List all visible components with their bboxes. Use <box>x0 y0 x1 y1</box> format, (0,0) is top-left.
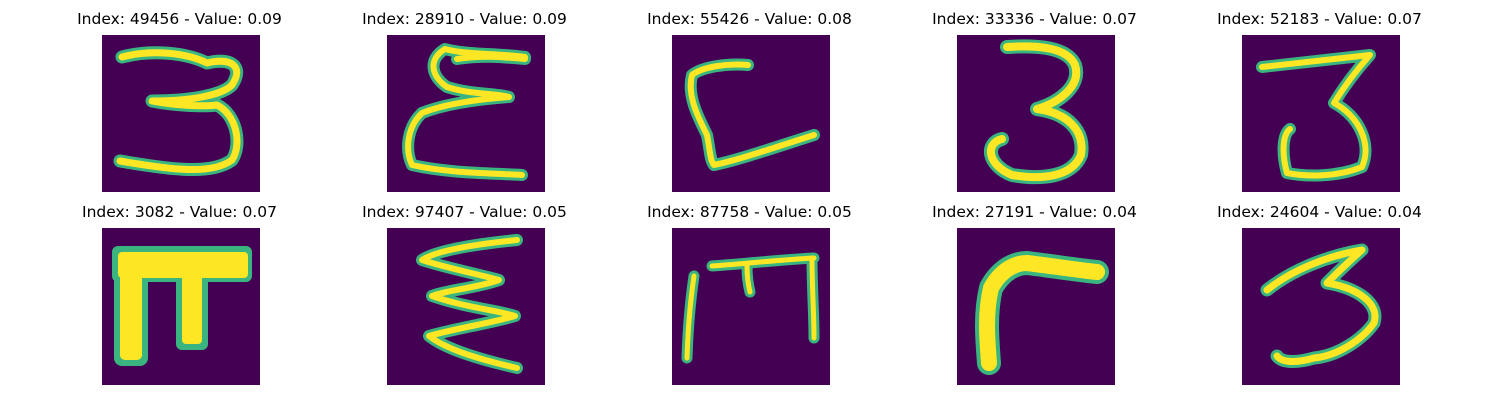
digit-image <box>387 35 545 192</box>
panel-title: Index: 33336 - Value: 0.07 <box>932 10 1137 28</box>
digit-image <box>102 35 260 192</box>
digit-image <box>957 35 1115 192</box>
panel-7: Index: 97407 - Value: 0.05 <box>322 193 607 385</box>
panel-title: Index: 55426 - Value: 0.08 <box>647 10 852 28</box>
digit-image <box>1242 35 1400 192</box>
digit-image <box>1242 228 1400 385</box>
panel-3: Index: 55426 - Value: 0.08 <box>607 0 892 192</box>
digit-image <box>387 228 545 385</box>
panel-title: Index: 49456 - Value: 0.09 <box>77 10 282 28</box>
panel-title: Index: 24604 - Value: 0.04 <box>1217 203 1422 221</box>
digit-image <box>672 228 830 385</box>
digit-image <box>102 228 260 385</box>
panel-title: Index: 52183 - Value: 0.07 <box>1217 10 1422 28</box>
digit-image <box>672 35 830 192</box>
panel-6: Index: 3082 - Value: 0.07 <box>37 193 322 385</box>
panel-title: Index: 87758 - Value: 0.05 <box>647 203 852 221</box>
panel-title: Index: 27191 - Value: 0.04 <box>932 203 1137 221</box>
panel-1: Index: 49456 - Value: 0.09 <box>37 0 322 192</box>
panel-2: Index: 28910 - Value: 0.09 <box>322 0 607 192</box>
panel-title: Index: 3082 - Value: 0.07 <box>82 203 277 221</box>
panel-4: Index: 33336 - Value: 0.07 <box>892 0 1177 192</box>
panel-10: Index: 24604 - Value: 0.04 <box>1177 193 1462 385</box>
panel-title: Index: 28910 - Value: 0.09 <box>362 10 567 28</box>
panel-8: Index: 87758 - Value: 0.05 <box>607 193 892 385</box>
digit-image <box>957 228 1115 385</box>
panel-title: Index: 97407 - Value: 0.05 <box>362 203 567 221</box>
panel-9: Index: 27191 - Value: 0.04 <box>892 193 1177 385</box>
panel-5: Index: 52183 - Value: 0.07 <box>1177 0 1462 192</box>
